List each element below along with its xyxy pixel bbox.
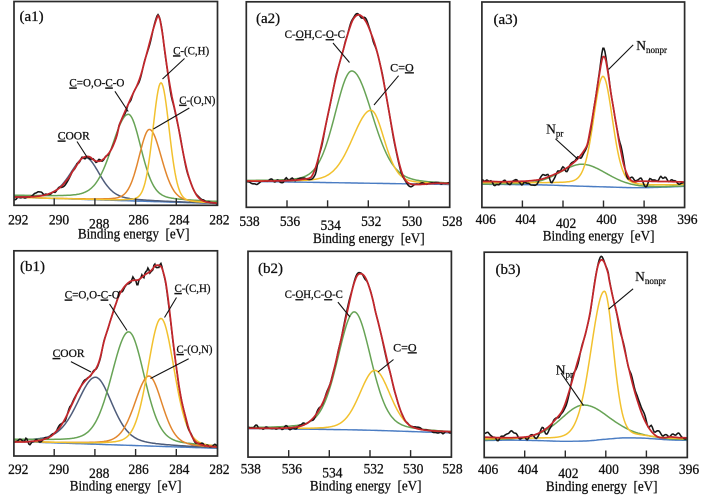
svg-text:284: 284 [169,213,190,229]
svg-text:538: 538 [241,461,261,477]
svg-text:C=O,O-C-O: C=O,O-C-O [69,78,124,90]
svg-text:404: 404 [515,212,536,228]
svg-text:C=O: C=O [393,342,417,354]
svg-text:406: 406 [478,462,498,478]
svg-text:286: 286 [128,462,148,478]
svg-text:C=O: C=O [390,62,414,74]
svg-text:(b1): (b1) [20,259,45,275]
svg-text:402: 402 [556,216,576,232]
svg-text:536: 536 [280,214,300,230]
svg-text:398: 398 [639,462,659,478]
svg-text:(b2): (b2) [258,261,283,277]
svg-text:Binding energy [eV]: Binding energy [eV] [313,231,425,247]
svg-text:404: 404 [518,462,539,478]
svg-text:288: 288 [89,217,109,233]
svg-text:528: 528 [442,214,462,230]
svg-text:C-OH,C-O-C: C-OH,C-O-C [285,29,346,41]
svg-text:Binding energy [eV]: Binding energy [eV] [78,227,190,243]
svg-text:COOR: COOR [58,131,90,143]
svg-text:Binding energy [eV]: Binding energy [eV] [310,479,422,495]
svg-text:396: 396 [679,462,699,478]
svg-text:284: 284 [169,462,190,478]
svg-text:C-OH,C-O-C: C-OH,C-O-C [285,289,343,301]
svg-text:400: 400 [596,212,616,228]
svg-text:(a1): (a1) [20,9,44,25]
svg-text:536: 536 [282,461,302,477]
svg-text:C-(O,N): C-(O,N) [179,95,215,107]
svg-text:396: 396 [677,212,697,228]
svg-text:286: 286 [128,213,148,229]
svg-text:530: 530 [402,214,422,230]
svg-text:288: 288 [89,466,109,482]
svg-text:292: 292 [8,213,28,229]
svg-text:(a3): (a3) [494,12,518,28]
svg-text:406: 406 [476,212,496,228]
svg-text:538: 538 [239,214,259,230]
svg-text:282: 282 [209,213,229,229]
svg-text:C-(C,H): C-(C,H) [173,45,209,57]
svg-text:532: 532 [361,214,381,230]
svg-text:Binding energy [eV]: Binding energy [eV] [546,479,658,495]
svg-text:290: 290 [49,213,69,229]
svg-text:(b3): (b3) [496,262,521,278]
svg-text:530: 530 [403,461,423,477]
svg-text:402: 402 [558,466,578,482]
svg-text:C-(O,N): C-(O,N) [177,344,213,356]
svg-text:290: 290 [49,462,69,478]
svg-text:534: 534 [321,218,342,234]
svg-text:282: 282 [209,462,229,478]
svg-text:COOR: COOR [53,348,85,360]
svg-text:Binding energy [eV]: Binding energy [eV] [543,229,655,245]
svg-text:400: 400 [599,462,619,478]
svg-text:C-(C,H): C-(C,H) [175,283,211,295]
svg-text:(a2): (a2) [256,11,280,27]
svg-text:292: 292 [8,462,28,478]
svg-text:Binding energy [eV]: Binding energy [eV] [70,479,182,495]
svg-text:398: 398 [637,212,657,228]
svg-text:532: 532 [363,461,383,477]
svg-text:528: 528 [442,461,462,477]
svg-text:C=O,O-C-O: C=O,O-C-O [65,290,120,302]
svg-text:534: 534 [322,465,343,481]
